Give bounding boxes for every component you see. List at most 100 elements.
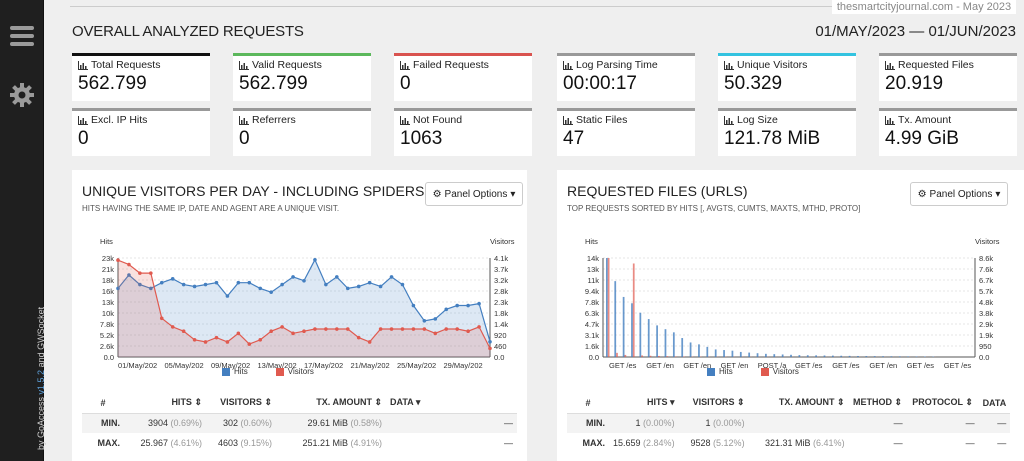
legend-hits[interactable]: Hits <box>707 367 733 376</box>
bar-visitors <box>657 355 660 357</box>
col-data[interactable]: DATA <box>978 393 1011 414</box>
data-point-visitors <box>159 316 164 321</box>
col-visitors[interactable]: VISITORS ⇕ <box>678 393 749 414</box>
col-index[interactable]: # <box>82 393 124 414</box>
y-tick-right: 7.6k <box>979 265 993 274</box>
data-point-visitors <box>236 331 241 336</box>
data-point-hits <box>378 284 383 289</box>
metric-card: Not Found 1063 <box>394 108 532 156</box>
bar-hits <box>656 325 658 357</box>
data-point-visitors <box>378 327 383 331</box>
data-point-visitors <box>138 271 142 275</box>
metric-label: Requested Files <box>885 59 1011 71</box>
y-tick-right: 3.7k <box>494 265 508 274</box>
legend-visitors[interactable]: Visitors <box>275 367 314 376</box>
metric-card: Requested Files 20.919 <box>879 53 1017 101</box>
y-tick-left: 13k <box>102 298 114 307</box>
metric-label: Log Size <box>724 114 850 126</box>
metric-card: Unique Visitors 50.329 <box>718 53 856 101</box>
bar-hits <box>756 353 759 357</box>
col-index[interactable]: # <box>567 393 609 414</box>
data-point-hits <box>203 282 208 287</box>
col-visitors[interactable]: VISITORS ⇕ <box>206 393 276 414</box>
data-point-hits <box>138 282 142 287</box>
y-tick-right: 460 <box>494 342 507 351</box>
bar-chart-icon <box>563 115 573 125</box>
menu-icon[interactable] <box>10 26 34 46</box>
gear-icon[interactable] <box>9 82 35 108</box>
visitors-table: # HITS ⇕ VISITORS ⇕ TX. AMOUNT ⇕ DATA ▾ … <box>82 393 517 453</box>
metric-value: 00:00:17 <box>563 73 637 94</box>
data-point-hits <box>444 307 449 312</box>
data-point-hits <box>116 286 120 291</box>
gear-icon: ⚙ <box>917 188 927 200</box>
bar-hits <box>798 355 801 357</box>
visitors-chart: Hits Visitors 0.0 0.0 2.6k 460 5.2k 920 7.8k 1.4k… <box>100 237 515 370</box>
credit-text: by GoAccess v1.5.2 and GWSocket <box>36 307 46 450</box>
y-tick-left: 23k <box>102 254 114 263</box>
col-protocol[interactable]: PROTOCOL ⇕ <box>906 393 979 414</box>
legend-hits[interactable]: Hits <box>222 367 248 376</box>
data-point-hits <box>313 257 317 262</box>
bar-chart-icon <box>724 115 734 125</box>
caret-down-icon: ▾ <box>995 188 1001 200</box>
files-panel: Requested Files (URLs) Top requests sort… <box>557 170 1024 461</box>
version-link[interactable]: v1.5.2 <box>36 369 46 395</box>
bar-hits <box>815 355 817 357</box>
table-row: MAX. 25.967 (4.61%) 4603 (9.15%) 251.21 … <box>97 438 514 448</box>
panel-title: Unique visitors per day - Including spid… <box>82 183 425 199</box>
y-tick-right: 950 <box>979 342 992 351</box>
data-point-visitors <box>258 337 263 342</box>
y-tick-right: 1.8k <box>494 309 508 318</box>
metric-label: Excl. IP Hits <box>78 114 204 126</box>
metric-value: 20.919 <box>885 73 944 94</box>
metric-value: 0 <box>78 128 89 149</box>
x-tick-label: GET /es <box>907 361 935 370</box>
col-hits[interactable]: HITS ▾ <box>609 393 679 414</box>
data-point-hits <box>345 286 350 291</box>
data-point-hits <box>159 280 164 285</box>
y-tick-left: 7.8k <box>100 320 114 329</box>
col-method[interactable]: METHOD ⇕ <box>848 393 907 414</box>
data-point-visitors <box>444 327 449 331</box>
x-tick-label: GET /en <box>646 361 674 370</box>
data-point-hits <box>466 303 470 308</box>
bar-hits <box>781 354 784 357</box>
data-point-visitors <box>455 327 459 331</box>
legend: Hits Visitors <box>222 367 314 376</box>
data-point-hits <box>269 290 273 294</box>
x-tick-label: 09/May/202 <box>211 361 250 370</box>
col-hits[interactable]: HITS ⇕ <box>124 393 206 414</box>
bar-hits <box>672 332 675 357</box>
metric-label: Referrers <box>239 114 365 126</box>
data-point-hits <box>247 280 252 285</box>
data-point-hits <box>236 280 241 285</box>
col-tx[interactable]: TX. AMOUNT ⇕ <box>748 393 849 414</box>
bar-hits <box>907 356 910 357</box>
metric-card: Valid Requests 562.799 <box>233 53 371 101</box>
series-area-visitors <box>118 260 490 357</box>
data-point-visitors <box>192 337 197 342</box>
bar-hits <box>790 354 792 357</box>
legend-visitors[interactable]: Visitors <box>760 367 799 376</box>
bar-visitors <box>666 356 669 357</box>
data-point-hits <box>149 286 153 291</box>
metric-value: 121.78 MiB <box>724 128 821 149</box>
data-point-visitors <box>170 325 175 329</box>
date-range: 01/MAY/2023 — 01/JUN/2023 <box>815 23 1016 40</box>
panel-options-button[interactable]: ⚙ Panel Options ▾ <box>425 182 523 206</box>
panel-options-button[interactable]: ⚙ Panel Options ▾ <box>910 182 1008 206</box>
col-tx[interactable]: TX. AMOUNT ⇕ <box>276 393 386 414</box>
x-tick-label: GET /es <box>832 361 860 370</box>
metric-value: 0 <box>400 73 411 94</box>
col-data[interactable]: DATA ▾ <box>386 393 517 414</box>
bar-hits <box>840 355 843 357</box>
data-point-hits <box>477 301 481 306</box>
data-point-visitors <box>335 327 339 331</box>
metric-label: Tx. Amount <box>885 114 1011 126</box>
bar-hits <box>664 329 667 357</box>
bar-visitors <box>624 354 627 357</box>
data-point-hits <box>170 277 175 281</box>
data-point-visitors <box>116 258 120 263</box>
x-tick-label: GET /en <box>869 361 897 370</box>
